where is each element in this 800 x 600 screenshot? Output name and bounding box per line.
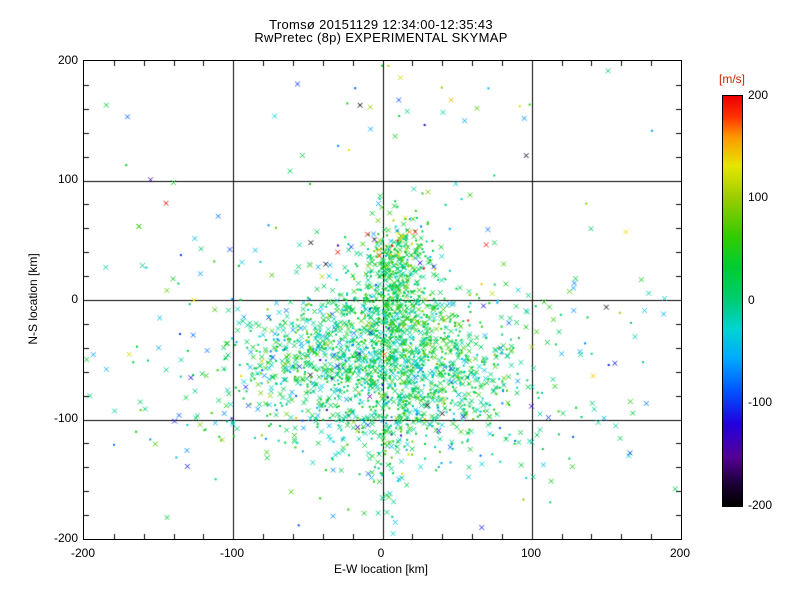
x-axis-label: E-W location [km] (333, 562, 429, 576)
colorbar-unit-label: [m/s] (719, 72, 745, 86)
plot-area (83, 60, 682, 540)
chart-subtitle: RwPretec (8p) EXPERIMENTAL SKYMAP (254, 30, 508, 45)
x-tick-label: -200 (70, 546, 96, 560)
y-tick-label: -200 (53, 531, 78, 545)
colorbar-tick-label: 0 (748, 293, 755, 307)
scatter-canvas (84, 61, 681, 539)
x-tick-label: 100 (520, 546, 542, 560)
colorbar-tick-label: -200 (748, 498, 773, 512)
y-axis-label: N-S location [km] (26, 253, 40, 345)
x-tick-label: -100 (219, 546, 245, 560)
y-tick-label: -100 (53, 411, 78, 425)
x-tick-label: 200 (669, 546, 691, 560)
y-tick-label: 200 (57, 53, 78, 67)
colorbar-gradient (723, 96, 742, 506)
colorbar-tick-label: -100 (748, 395, 773, 409)
colorbar (722, 95, 743, 507)
colorbar-tick-label: 200 (748, 88, 769, 102)
y-tick-label: 100 (57, 172, 78, 186)
chart-title: Tromsø 20151129 12:34:00-12:35:43 (269, 17, 493, 32)
colorbar-tick-label: 100 (748, 190, 769, 204)
y-tick-label: 0 (71, 292, 78, 306)
x-tick-label: 0 (377, 546, 385, 560)
